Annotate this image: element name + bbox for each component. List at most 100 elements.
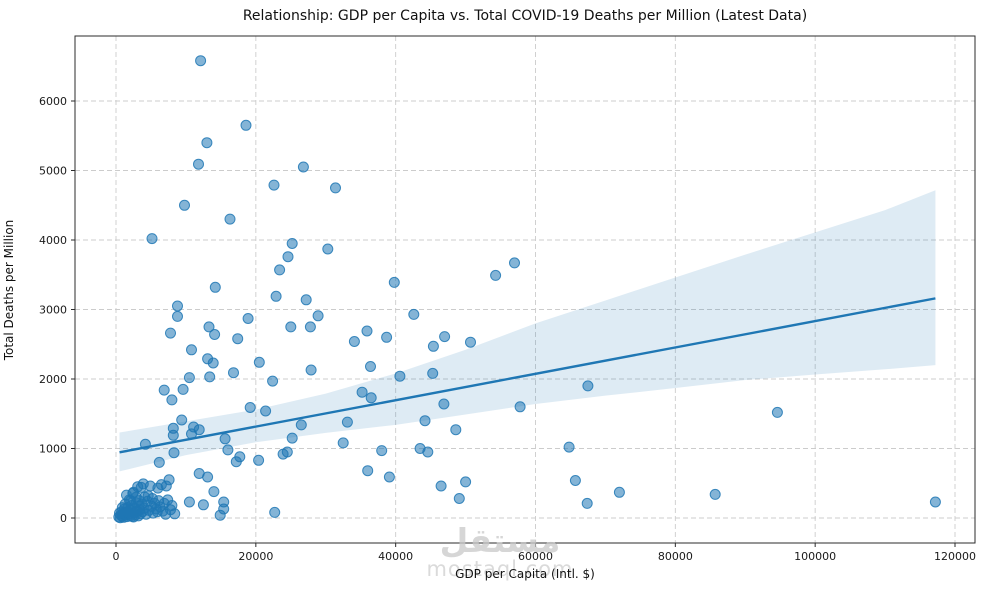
data-point <box>201 137 213 149</box>
data-point <box>460 476 472 488</box>
data-point <box>286 238 298 249</box>
data-point <box>253 454 265 466</box>
confidence-band <box>119 190 936 472</box>
data-point <box>166 394 178 406</box>
data-point <box>168 447 180 459</box>
data-point <box>195 55 207 67</box>
data-point <box>285 321 297 333</box>
data-point <box>356 386 368 398</box>
y-tick-label: 6000 <box>39 95 67 108</box>
data-point <box>304 321 316 333</box>
data-point <box>209 281 221 293</box>
data-point <box>422 446 434 458</box>
data-point <box>490 269 502 281</box>
data-point <box>242 313 254 324</box>
data-point <box>219 433 231 445</box>
y-axis-label: Total Deaths per Million <box>2 219 16 361</box>
data-point <box>146 493 158 504</box>
data-point <box>234 451 246 463</box>
data-point <box>253 356 265 368</box>
data-point <box>282 251 294 263</box>
data-point <box>186 344 197 356</box>
regression-line <box>119 297 936 454</box>
data-point <box>394 370 406 382</box>
x-tick-label: 20000 <box>238 550 273 563</box>
data-point <box>709 488 721 500</box>
data-point <box>330 182 341 194</box>
data-point <box>337 437 349 449</box>
data-point <box>260 405 272 417</box>
data-point <box>139 438 151 450</box>
data-point <box>270 290 282 302</box>
y-tick-label: 4000 <box>39 234 67 247</box>
data-point <box>300 294 312 306</box>
data-point <box>427 340 439 352</box>
data-point <box>305 364 317 376</box>
data-point <box>177 383 189 395</box>
data-point <box>514 401 526 413</box>
data-point <box>297 161 309 173</box>
data-point <box>114 507 125 519</box>
chart-title: Relationship: GDP per Capita vs. Total C… <box>242 8 808 24</box>
data-point <box>427 367 439 379</box>
data-point <box>179 199 190 211</box>
data-point <box>435 480 447 492</box>
data-point <box>146 233 158 245</box>
data-point <box>172 300 183 312</box>
data-point <box>207 357 219 369</box>
data-point <box>322 243 334 255</box>
data-point <box>465 336 476 348</box>
data-point <box>362 465 374 477</box>
x-axis-label: GDP per Capita (Intl. $) <box>455 567 595 581</box>
data-point <box>929 496 941 508</box>
data-point <box>218 496 230 508</box>
data-point <box>197 499 209 511</box>
data-point <box>269 506 281 518</box>
data-point <box>166 500 178 511</box>
data-point <box>341 416 353 428</box>
y-tick-label: 5000 <box>39 165 67 178</box>
data-point <box>613 486 625 498</box>
data-point <box>167 429 179 441</box>
data-point <box>202 471 214 483</box>
data-point <box>240 119 252 131</box>
data-point <box>172 310 183 322</box>
data-point <box>408 308 420 320</box>
data-point <box>224 213 236 225</box>
data-point <box>365 392 377 404</box>
data-point <box>209 329 221 340</box>
data-point <box>160 480 172 492</box>
data-point <box>183 372 195 384</box>
data-point <box>222 444 234 456</box>
data-point <box>232 333 244 345</box>
data-point <box>204 371 216 383</box>
data-point <box>348 336 360 347</box>
data-point <box>453 493 465 504</box>
data-point <box>388 276 400 288</box>
data-point <box>183 496 195 508</box>
data-point <box>188 421 200 433</box>
data-point <box>771 406 783 418</box>
x-tick-label: 0 <box>113 550 120 563</box>
data-point <box>295 419 307 431</box>
y-tick-label: 3000 <box>39 304 67 317</box>
data-point <box>176 414 188 426</box>
data-point <box>214 509 226 521</box>
data-point <box>439 331 451 343</box>
x-tick-label: 120000 <box>934 550 976 563</box>
data-point <box>228 367 239 379</box>
data-point <box>286 432 298 444</box>
data-point <box>268 179 280 191</box>
data-point <box>376 445 388 457</box>
data-point <box>569 475 581 486</box>
y-tick-label: 0 <box>60 512 67 525</box>
y-tick-label: 1000 <box>39 443 67 456</box>
x-tick-label: 100000 <box>794 550 836 563</box>
data-point <box>274 264 286 276</box>
x-tick-label: 80000 <box>658 550 693 563</box>
plot-border <box>74 35 976 544</box>
data-point <box>208 486 220 498</box>
data-point <box>509 257 520 269</box>
